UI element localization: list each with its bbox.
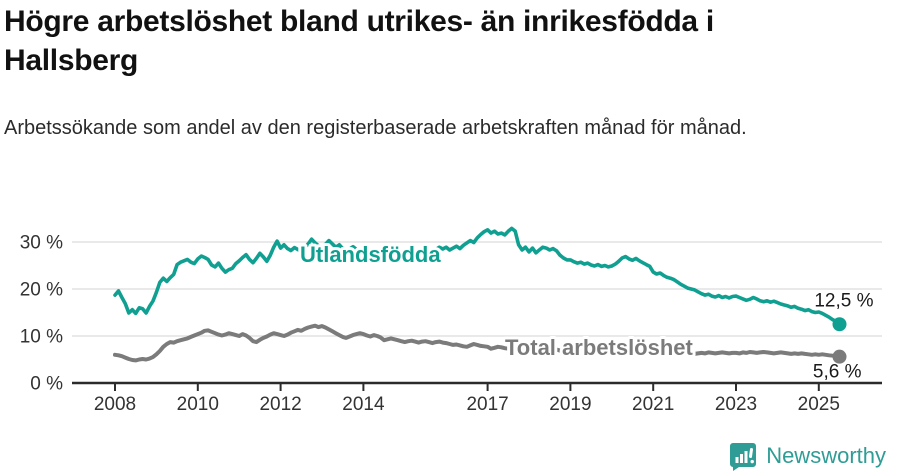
- newsworthy-logo[interactable]: Newsworthy: [728, 441, 886, 471]
- y-axis-label-10: 10 %: [20, 327, 63, 348]
- line-chart: 0 % 10 % 20 % 30 % 2008 2010 2012 2014 2017 2019 2…: [20, 226, 882, 415]
- series-line-0: [113, 226, 842, 327]
- exclamation-bar: [749, 447, 754, 459]
- exclamation-dot: [750, 459, 755, 464]
- series-label-1: Total arbetslöshet: [505, 335, 694, 360]
- series-end-dot-1: [832, 349, 847, 364]
- bar-2: [740, 454, 744, 463]
- x-axis-label-2010: 2010: [177, 394, 219, 415]
- chart-subtitle: Arbetssökande som andel av den registerb…: [4, 117, 747, 139]
- x-axis-label-2017: 2017: [466, 394, 508, 415]
- series-line-1: [113, 323, 842, 363]
- y-axis-label-30: 30 %: [20, 233, 63, 254]
- x-axis-label-2025: 2025: [798, 394, 840, 415]
- x-axis-label-2021: 2021: [632, 394, 674, 415]
- bar-1: [735, 457, 739, 463]
- series-end-value-1: 5,6 %: [813, 362, 862, 383]
- x-axis-label-2023: 2023: [715, 394, 757, 415]
- bar-3: [744, 451, 748, 463]
- y-axis-label-20: 20 %: [20, 280, 63, 301]
- y-axis-label-0: 0 %: [30, 374, 63, 395]
- series-end-value-0: 12,5 %: [814, 290, 873, 311]
- x-axis-label-2012: 2012: [259, 394, 301, 415]
- x-axis-label-2008: 2008: [94, 394, 136, 415]
- x-axis-label-2019: 2019: [549, 394, 591, 415]
- newsworthy-logo-icon: [730, 443, 757, 471]
- series-end-dot-0: [832, 317, 847, 332]
- series-label-0: Utlandsfödda: [300, 242, 441, 267]
- x-axis-label-2014: 2014: [342, 394, 385, 415]
- chart-title: Högre arbetslöshet bland utrikes- än inr…: [4, 5, 714, 77]
- newsworthy-logo-text: Newsworthy: [766, 443, 886, 468]
